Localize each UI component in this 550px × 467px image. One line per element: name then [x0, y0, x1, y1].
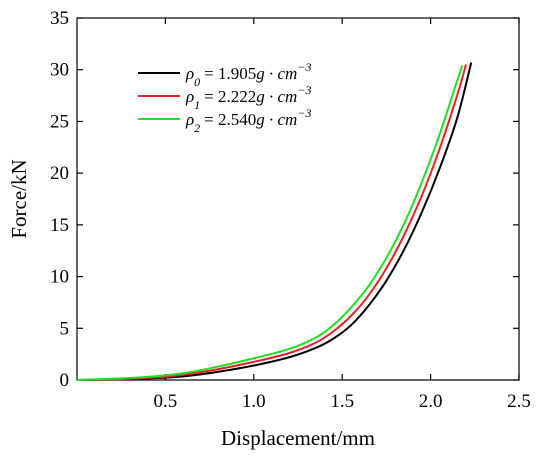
- y-tick-label: 35: [50, 8, 69, 29]
- legend-label-2: ρ2 = 2.540g · cm−3: [185, 106, 311, 135]
- series-line-2: [76, 65, 464, 381]
- x-tick-label: 1.5: [330, 391, 354, 412]
- y-tick-label: 30: [50, 60, 69, 81]
- series-layer: [76, 62, 473, 381]
- y-tick-label: 5: [60, 318, 70, 339]
- legend-label-0: ρ0 = 1.905g · cm−3: [185, 60, 311, 89]
- x-tick-label: 2.5: [507, 391, 531, 412]
- y-tick-label: 15: [50, 215, 69, 236]
- y-tick-label: 0: [60, 370, 70, 391]
- y-tick-label: 25: [50, 111, 69, 132]
- x-axis-label: Displacement/mm: [221, 426, 375, 450]
- series-line-0: [76, 62, 473, 381]
- x-tick-label: 0.5: [154, 391, 178, 412]
- y-tick-label: 10: [50, 267, 69, 288]
- x-tick-label: 1.0: [242, 391, 266, 412]
- legend-label-1: ρ1 = 2.222g · cm−3: [185, 83, 311, 112]
- y-axis-label: Force/kN: [7, 159, 31, 238]
- ticks-layer: 0.5 1.0 1.5 2.0 2.5 0 5 10 15 20 25 30 35: [50, 8, 531, 412]
- series-line-1: [76, 64, 467, 381]
- plot-frame: [76, 17, 520, 381]
- legend: ρ0 = 1.905g · cm−3ρ1 = 2.222g · cm−3ρ2 = 2.…: [138, 60, 311, 135]
- y-tick-label: 20: [50, 163, 69, 184]
- x-tick-label: 2.0: [419, 391, 443, 412]
